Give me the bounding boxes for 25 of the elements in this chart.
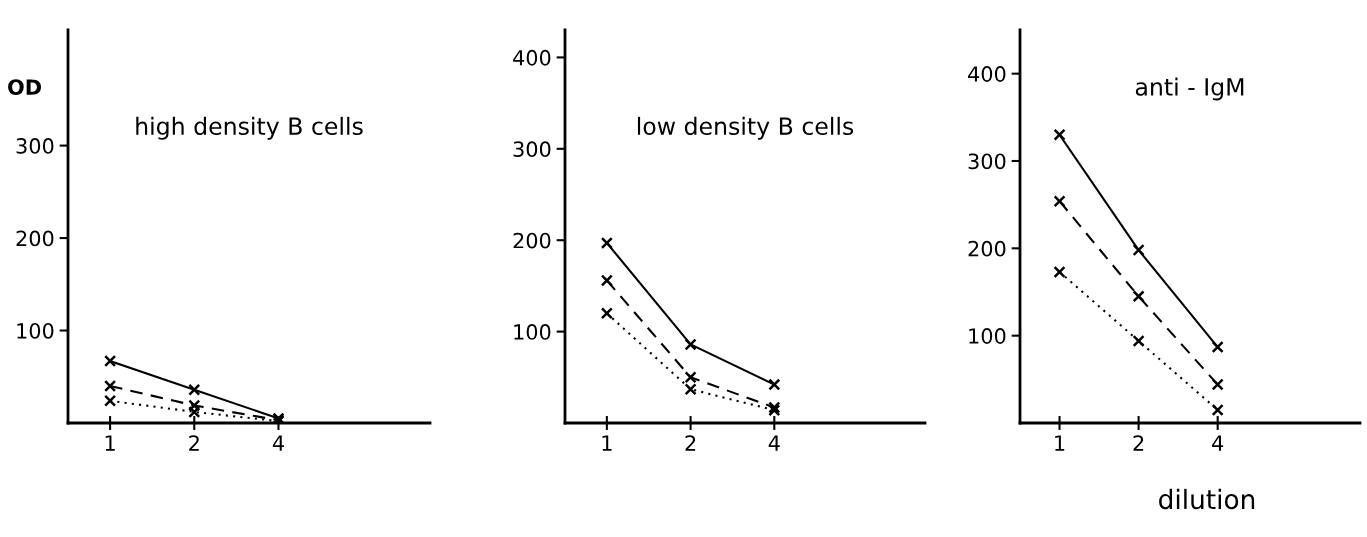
y-tick-label: 400 <box>968 66 1006 82</box>
x-tick-label: 2 <box>189 435 199 451</box>
text: anti - IgM <box>1135 77 1244 101</box>
y-axis-title: OD <box>8 79 41 95</box>
x-tick-label: 1 <box>105 435 115 451</box>
x-tick-label: 4 <box>1212 435 1224 451</box>
x-tick-label: 2 <box>685 435 696 451</box>
y-tick-label: 200 <box>16 230 54 247</box>
y-tick-label: 200 <box>968 240 1006 257</box>
y-tick-label: 100 <box>17 322 54 339</box>
y-tick-label: 300 <box>16 138 54 154</box>
y-tick-label: 100 <box>514 324 551 340</box>
text: low density B cells <box>637 116 854 140</box>
y-tick-label: 300 <box>513 141 551 158</box>
y-tick-label: 200 <box>513 232 551 249</box>
x-tick-label: 1 <box>602 435 612 451</box>
y-tick-label: 100 <box>969 328 1006 344</box>
text: high density B cells <box>136 116 363 140</box>
x-axis-title: dilution <box>1159 488 1255 510</box>
y-tick-label: 300 <box>968 153 1006 170</box>
x-tick-label: 1 <box>1055 435 1065 451</box>
x-tick-label: 4 <box>272 435 284 451</box>
y-tick-label: 400 <box>513 49 551 66</box>
x-tick-label: 2 <box>1133 435 1144 451</box>
x-tick-label: 4 <box>768 435 780 451</box>
